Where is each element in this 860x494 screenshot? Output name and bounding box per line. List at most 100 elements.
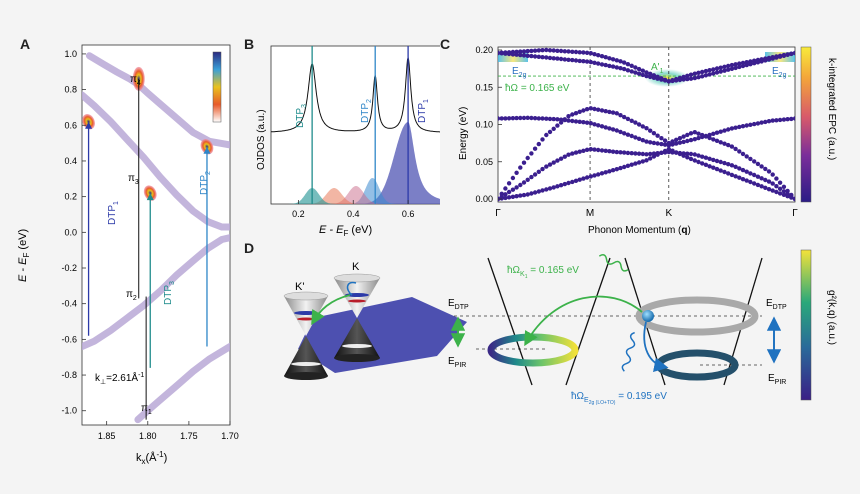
phonon-dot-TA	[588, 147, 593, 152]
phonon-dot-ZO	[633, 135, 638, 140]
phonon-dot-ZA	[536, 189, 541, 194]
phonon-dot-ZO	[518, 115, 523, 121]
phonon-dot-ZO	[729, 126, 735, 131]
left-cone-line-2	[565, 257, 611, 386]
phonon-dot-E2g-lower	[510, 52, 516, 57]
transition-arrowhead-DTP2	[203, 146, 211, 154]
phonon-dot-E2g-lower	[781, 53, 787, 58]
a-xtick-label: 1.85	[98, 431, 116, 441]
phonon-dot-LA	[551, 126, 556, 131]
phonon-dot-E2g-upper	[726, 63, 731, 69]
phonon-dot-ZO	[610, 127, 616, 132]
phonon-dot-ZO	[733, 125, 738, 130]
phonon-dot-TA	[752, 172, 757, 178]
phonon-dot-E2g-upper	[603, 55, 608, 60]
phonon-dot-E2g-upper	[588, 51, 593, 56]
phonon-dot-ZO	[737, 124, 742, 130]
phonon-dot-LA	[648, 128, 653, 133]
phonon-dot-TA	[622, 150, 627, 155]
phonon-dot-LA	[547, 129, 553, 135]
phonon-dot-LA	[540, 137, 545, 142]
phonon-dot-E2g-lower	[677, 77, 683, 83]
phonon-dot-E2g-lower	[733, 65, 738, 71]
phonon-dot-E2g-lower	[629, 69, 634, 74]
phonon-dot-ZO	[532, 116, 538, 121]
phonon-dot-E2g-lower	[566, 57, 571, 62]
phonon-dot-ZA	[774, 189, 779, 195]
phonon-dot-ZA	[551, 185, 556, 190]
phonon-dot-LA	[599, 108, 605, 113]
phonon-dot-TA	[707, 156, 712, 161]
intervalley-arrow	[311, 294, 351, 326]
band-label-pi3: π3	[128, 173, 139, 186]
phonon-dot-ZA	[748, 179, 753, 185]
phonon-dot-ZO	[681, 139, 686, 145]
phonon-dot-E2g-upper	[737, 61, 742, 66]
phonon-dot-ZA	[685, 155, 690, 160]
panel-a-x-label: kx(Å-1)	[136, 450, 167, 466]
a-ytick-label: 0.2	[64, 192, 77, 202]
phonon-dot-E2g-upper	[692, 71, 697, 76]
phonon-dot-LA	[766, 169, 772, 174]
phonon-dot-E2g-lower	[666, 79, 671, 84]
phonon-dot-E2g-lower	[688, 76, 694, 81]
phonon-dot-ZA	[636, 160, 642, 165]
phonon-dot-E2g-lower	[729, 66, 735, 72]
phonon-dot-LA	[666, 140, 671, 146]
phonon-dot-E2g-lower	[581, 59, 586, 64]
phonon-dot-E2g-lower	[555, 56, 560, 61]
phonon-dot-LA	[518, 165, 523, 170]
transition-arrowhead-DTP3	[146, 193, 154, 201]
phonon-dot-LA	[529, 151, 534, 156]
phonon-dot-E2g-lower	[518, 52, 523, 58]
ojdos-fill-dtp3	[271, 188, 440, 204]
phonon-dot-ZO	[551, 116, 556, 122]
phonon-dot-E2g-upper	[700, 69, 705, 75]
phonon-dot-E2g-upper	[551, 48, 556, 53]
phonon-dot-ZA	[648, 156, 653, 161]
omega-annotation: ħΩ = 0.165 eV	[505, 83, 570, 94]
phonon-dot-ZA	[562, 181, 567, 187]
phonon-dot-LA	[618, 113, 623, 118]
phonon-dot-E2g-lower	[748, 61, 753, 67]
phonon-dot-TA	[514, 185, 519, 190]
phonon-dot-ZA	[529, 191, 534, 196]
phonon-dot-E2g-lower	[763, 58, 768, 63]
phonon-dot-ZA	[763, 185, 768, 190]
phonon-dot-LA	[659, 136, 664, 141]
phonon-dot-ZO	[677, 140, 683, 145]
a-ytick-label: -0.2	[61, 263, 77, 273]
phonon-dot-ZA	[722, 169, 727, 175]
phonon-dot-ZO	[759, 120, 764, 125]
phonon-dot-LA	[581, 108, 586, 113]
phonon-dot-TA	[726, 162, 731, 167]
phonon-dot-E2g-upper	[696, 70, 701, 76]
phonon-dot-E2g-lower	[536, 54, 541, 59]
phonon-dot-E2g-lower	[777, 54, 783, 59]
phonon-dot-LA	[763, 166, 768, 172]
phonon-dot-LA	[700, 132, 705, 138]
phonon-dot-E2g-upper	[592, 52, 597, 57]
phonon-dot-TA	[558, 156, 564, 161]
phonon-dot-E2g-lower	[651, 75, 657, 81]
phonon-dot-ZA	[681, 153, 686, 158]
phonon-dot-ZA	[570, 179, 575, 185]
phonon-dot-LA	[588, 106, 593, 111]
phonon-dot-ZO	[588, 121, 593, 126]
phonon-dot-E2g-lower	[525, 53, 530, 58]
phonon-dot-ZA	[744, 178, 749, 183]
phonon-dot-LA	[655, 133, 660, 138]
phonon-dot-E2g-upper	[622, 60, 627, 65]
phonon-dot-ZA	[588, 174, 593, 179]
phonon-dot-TA	[774, 184, 779, 189]
right-cone-line-2	[723, 257, 763, 386]
phonon-dot-LA	[711, 137, 716, 142]
phonon-dot-E2g-upper	[685, 73, 690, 79]
phonon-dot-ZA	[703, 162, 709, 167]
phonon-dot-E2g-lower	[622, 66, 627, 72]
epir-right-label: EPIR	[768, 373, 786, 386]
panel-b-x-ticks: 0.2 0.4 0.6	[292, 200, 414, 219]
phonon-dot-ZO	[596, 123, 601, 128]
phonon-dot-LA	[521, 160, 527, 165]
phonon-dot-ZO	[573, 119, 579, 124]
